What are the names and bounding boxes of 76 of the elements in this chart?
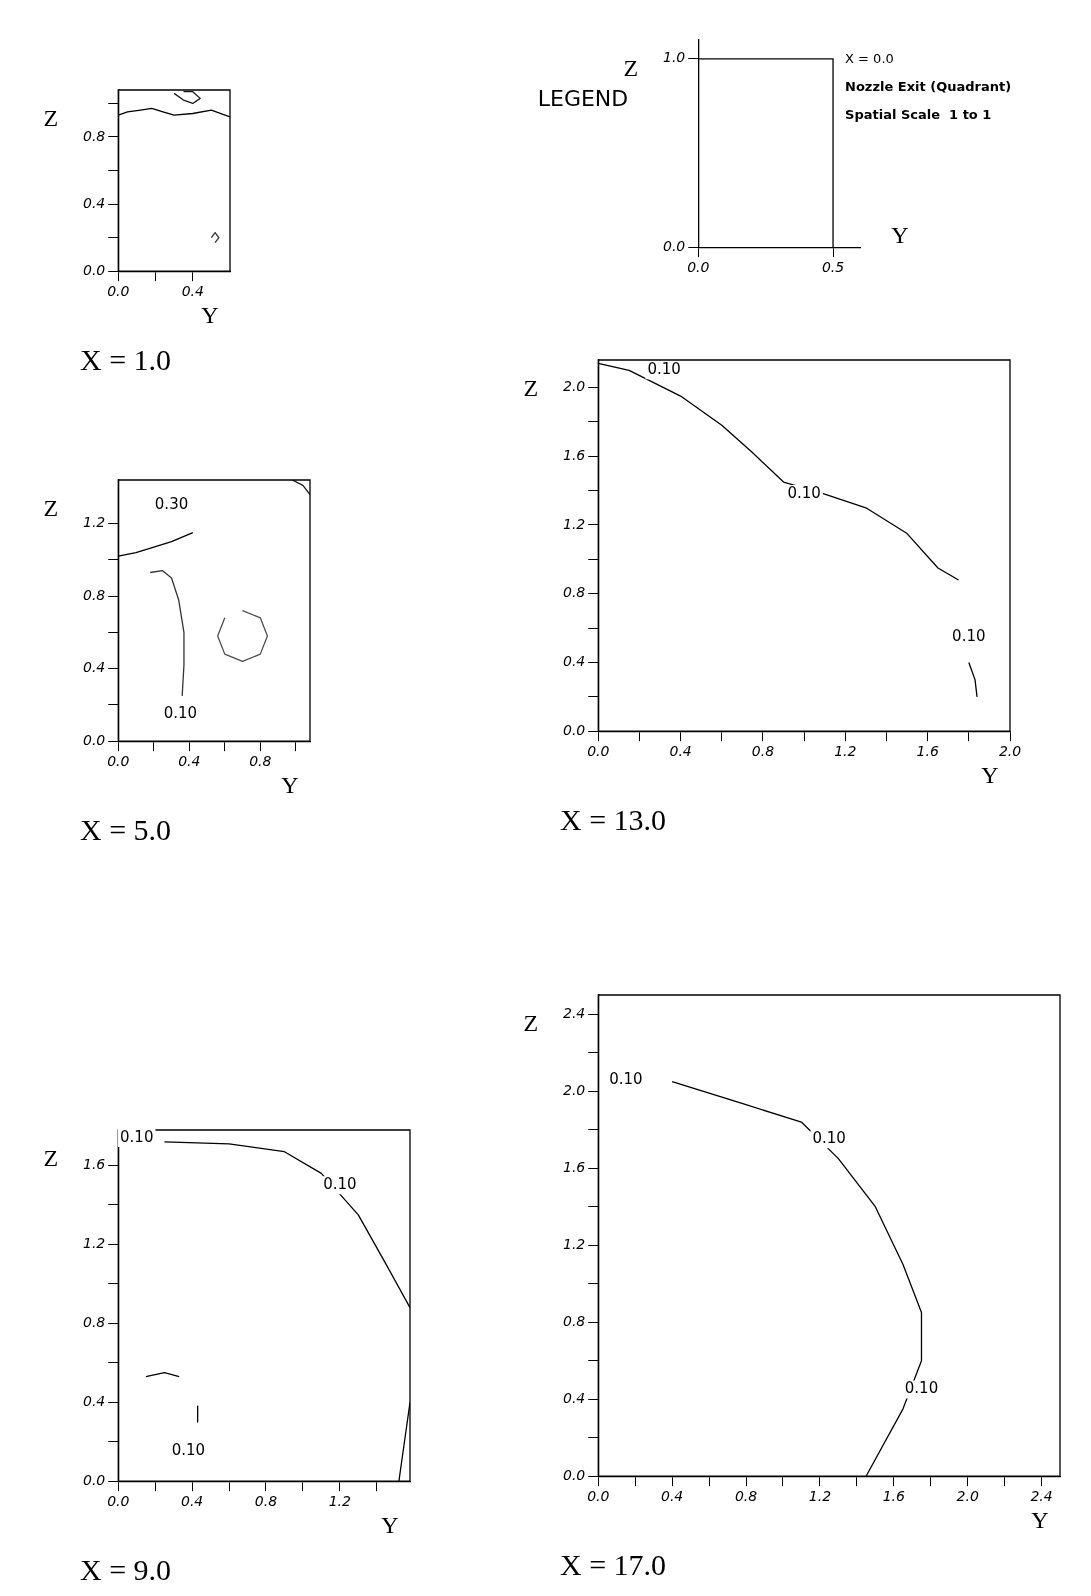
y-tick-label: 1.2 (83, 1235, 106, 1252)
x-tick-label: 1.6 (882, 1488, 905, 1505)
x-tick-label: 0.0 (587, 1488, 610, 1505)
y-tick-label: 0.4 (83, 1392, 106, 1409)
annotation: 0.10 (952, 626, 986, 645)
y-tick-label: 0.0 (563, 721, 586, 738)
annotation: 0.10 (609, 1069, 643, 1088)
y-tick-label: 0.0 (563, 1466, 586, 1483)
y-tick-label: 0.8 (83, 1314, 106, 1330)
y-tick-label: 0.8 (563, 1312, 586, 1329)
text: X = 1.0 (80, 342, 172, 376)
x-tick-label: 0.5 (821, 259, 845, 276)
y-tick-label: 0.4 (563, 1389, 586, 1406)
y-axis-title: Z (623, 55, 639, 82)
text: LEGEND (537, 85, 629, 111)
text: X = 17.0 (560, 1547, 667, 1581)
x-tick-label: 1.6 (916, 743, 939, 760)
annotation: 0.10 (904, 1379, 939, 1398)
text: X = 9.0 (80, 1552, 172, 1586)
annotation: 0.10 (171, 1441, 206, 1460)
x-tick-label: 0.4 (180, 1493, 204, 1510)
y-axis-title: Z (523, 1010, 539, 1037)
x-axis-title: Y (981, 762, 999, 789)
y-tick-label: 1.2 (83, 514, 106, 531)
text: X = 5.0 (80, 812, 172, 846)
y-tick-label: 0.8 (83, 586, 106, 603)
y-tick-label: 0.8 (563, 584, 586, 601)
x-axis-title: Y (1031, 1507, 1049, 1534)
x-tick-label: 1.2 (834, 743, 857, 760)
y-axis-title: Z (43, 495, 59, 522)
x-axis-title: Y (381, 1512, 399, 1539)
x-tick-label: 2.4 (1030, 1488, 1053, 1505)
text: X = 13.0 (560, 802, 667, 836)
x-tick-label: 0.0 (587, 743, 610, 760)
annotation: 0.10 (787, 483, 821, 502)
x-tick-label: 0.8 (734, 1488, 758, 1505)
x-tick-label: 0.8 (254, 1493, 278, 1510)
annotation: 0.30 (154, 495, 189, 514)
x-axis-title: Y (201, 302, 219, 329)
x-axis-title: Y (891, 222, 909, 249)
y-tick-label: 0.0 (83, 731, 106, 748)
y-tick-label: 1.6 (563, 1158, 586, 1175)
y-tick-label: 0.0 (83, 1471, 106, 1488)
y-tick-label: 0.4 (83, 194, 106, 211)
annotation: 0.10 (812, 1129, 846, 1148)
x-tick-label: 0.8 (751, 743, 775, 760)
y-tick-label: 0.4 (563, 653, 586, 670)
x-tick-label: 1.2 (328, 1493, 352, 1510)
y-axis-title: Z (43, 105, 59, 132)
y-tick-label: 1.6 (83, 1156, 106, 1173)
y-tick-label: 2.4 (563, 1004, 586, 1021)
annotation: Spatial Scale 1 to 1 (845, 107, 992, 123)
x-tick-label: 1.2 (808, 1488, 832, 1505)
annotation: 0.10 (163, 703, 198, 722)
x-tick-label: 0.0 (107, 753, 130, 770)
y-tick-label: 2.0 (563, 378, 586, 395)
y-tick-label: 1.0 (663, 49, 686, 66)
x-tick-label: 0.0 (107, 1493, 130, 1510)
x-tick-label: 0.4 (178, 753, 201, 770)
x-axis-title: Y (281, 772, 299, 799)
y-tick-label: 1.2 (563, 515, 586, 532)
y-tick-label: 0.8 (83, 127, 106, 144)
annotation: 0.10 (647, 360, 681, 379)
y-tick-label: 0.4 (83, 659, 106, 676)
y-tick-label: 2.0 (563, 1081, 586, 1098)
x-tick-label: 2.0 (998, 743, 1022, 760)
annotation: 0.10 (323, 1175, 357, 1194)
annotation: X = 0.0 (845, 51, 894, 67)
y-axis-title: Z (43, 1145, 59, 1172)
annotation: Nozzle Exit (Quadrant) (845, 79, 1012, 95)
x-tick-label: 0.8 (249, 753, 272, 770)
x-tick-label: 2.0 (956, 1488, 979, 1505)
y-tick-label: 1.6 (563, 446, 586, 463)
y-tick-label: 1.2 (563, 1235, 586, 1252)
y-axis-title: Z (523, 375, 539, 402)
annotation: 0.10 (120, 1127, 154, 1146)
